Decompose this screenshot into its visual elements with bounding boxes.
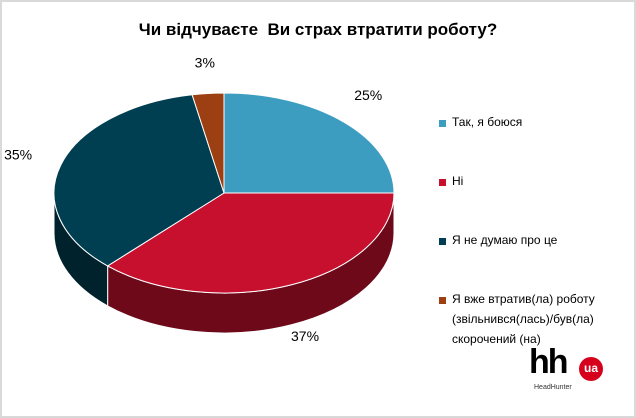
logo-caption: HeadHunter xyxy=(534,384,572,391)
pie-slice-1 xyxy=(106,192,395,294)
legend-item-no: Ні xyxy=(439,174,629,191)
logo-badge: ua xyxy=(579,357,603,381)
pie-slice-0 xyxy=(223,92,395,194)
pie-data-label-3: 3% xyxy=(195,55,215,71)
legend-swatch xyxy=(439,179,446,186)
legend-item-lost-job: Я вже втратив(ла) роботу (звільнився(лас… xyxy=(439,292,629,349)
chart-title: Чи відчуваєте Ви страх втратити роботу? xyxy=(138,20,498,39)
legend-swatch xyxy=(439,120,446,127)
pie-slice-2 xyxy=(53,94,225,267)
legend-swatch xyxy=(439,297,446,304)
legend-label: Я вже втратив(ла) роботу (звільнився(лас… xyxy=(452,292,595,346)
pie-data-label-1: 37% xyxy=(291,328,319,344)
pie-data-label-2: 35% xyxy=(4,147,32,163)
legend-label: Так, я боюся xyxy=(452,115,523,129)
legend-label: Я не думаю про це xyxy=(452,233,558,247)
legend-item-dont-think: Я не думаю про це xyxy=(439,233,629,250)
legend-item-afraid: Так, я боюся xyxy=(439,115,629,132)
logo-mark: hh xyxy=(529,343,569,381)
pie-data-label-0: 25% xyxy=(354,87,382,103)
pie-slice-3 xyxy=(191,92,225,194)
headhunter-logo: hh ua HeadHunter xyxy=(529,343,613,397)
legend-swatch xyxy=(439,238,446,245)
legend-label: Ні xyxy=(452,174,464,188)
